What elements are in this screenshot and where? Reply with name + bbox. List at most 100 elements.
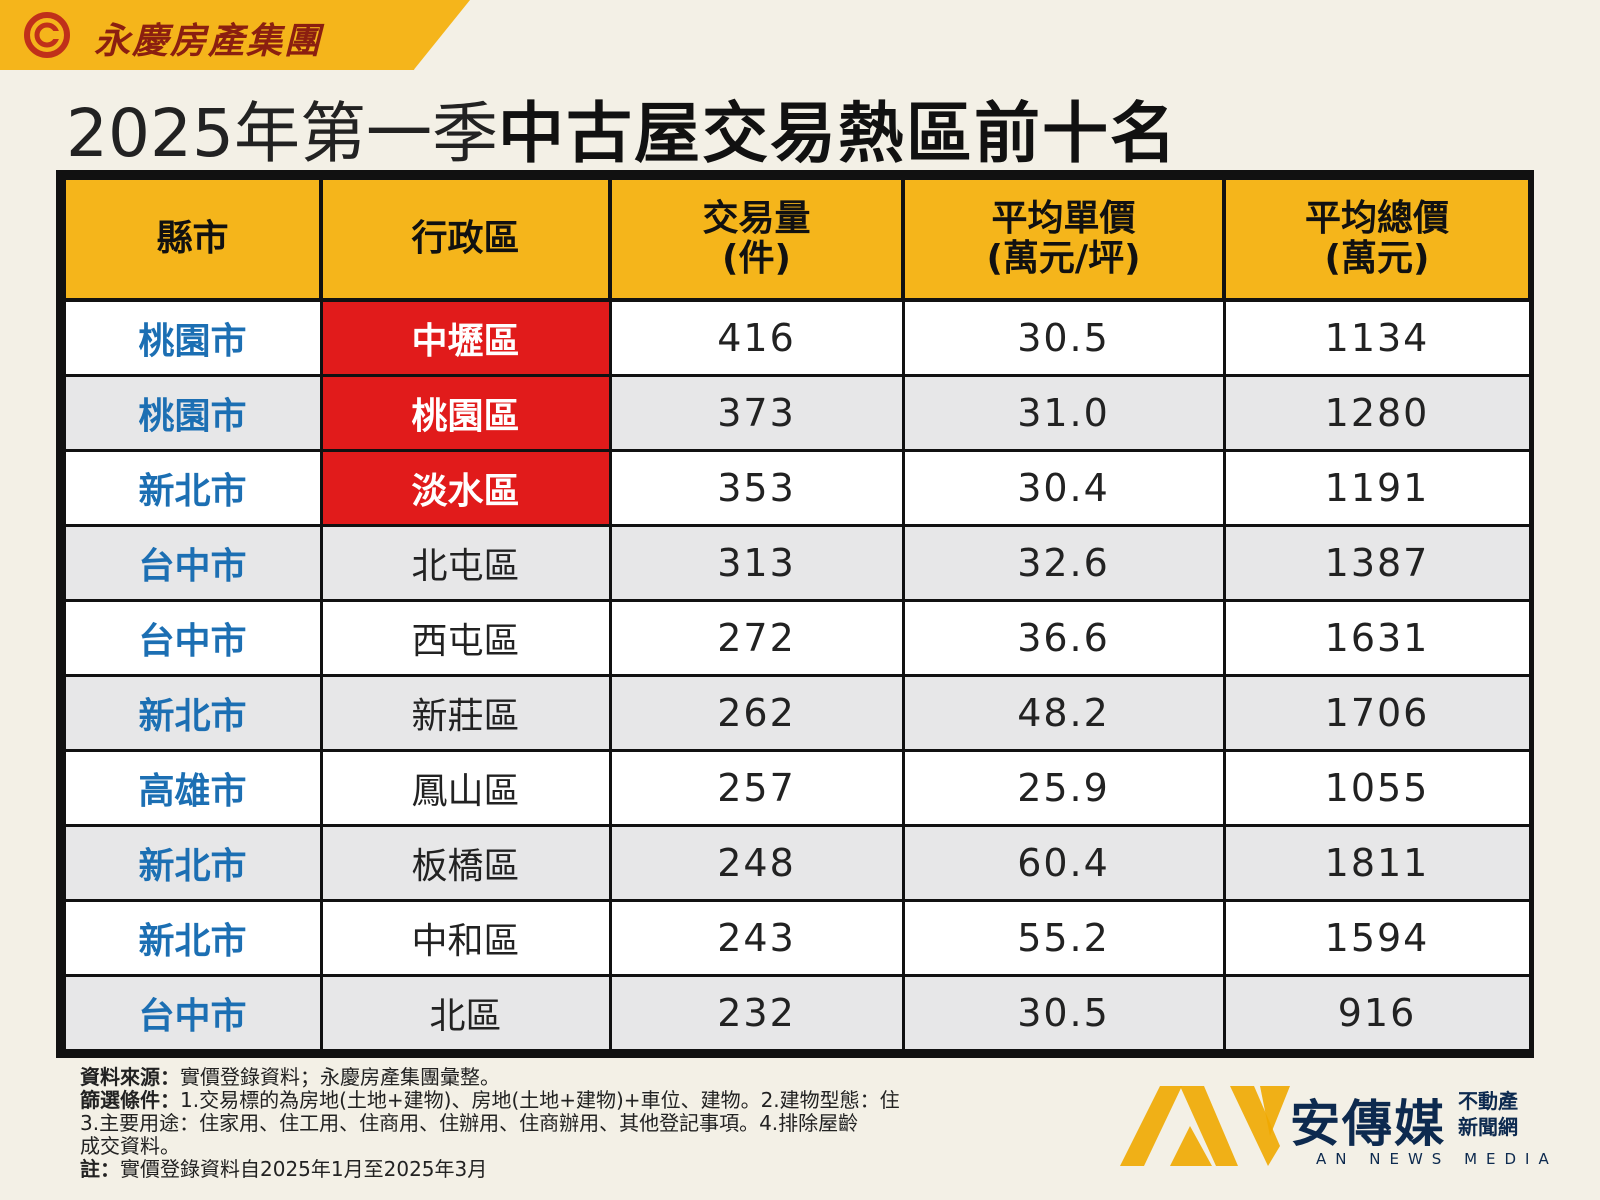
volume-cell: 243 bbox=[608, 899, 905, 977]
total-price-cell: 1811 bbox=[1222, 824, 1532, 902]
city-cell: 桃園市 bbox=[62, 374, 323, 452]
total-price-cell: 1594 bbox=[1222, 899, 1532, 977]
table-row: 新北市 中和區 243 55.2 1594 bbox=[62, 899, 1532, 977]
header-total-price: 平均總價 (萬元) bbox=[1222, 176, 1532, 302]
total-price-cell: 1134 bbox=[1222, 298, 1532, 377]
ranking-table-frame: 縣市 行政區 交易量 (件) 平均單價 (萬元/坪) 平均總價 (萬元) 桃園市… bbox=[56, 170, 1534, 1058]
district-cell: 新莊區 bbox=[319, 674, 612, 752]
source-text: 實價登錄資料；永慶房產集團彙整。 bbox=[180, 1066, 500, 1089]
city-cell: 新北市 bbox=[62, 899, 323, 977]
note-label: 註： bbox=[80, 1158, 120, 1181]
district-cell: 北區 bbox=[319, 974, 612, 1052]
an-news-media-logo-icon bbox=[1120, 1086, 1290, 1166]
district-cell: 中壢區 bbox=[319, 298, 612, 377]
volume-cell: 257 bbox=[608, 749, 905, 827]
city-cell: 新北市 bbox=[62, 824, 323, 902]
city-cell: 台中市 bbox=[62, 524, 323, 602]
district-cell: 板橋區 bbox=[319, 824, 612, 902]
filter-label: 篩選條件： bbox=[80, 1089, 180, 1112]
volume-cell: 232 bbox=[608, 974, 905, 1052]
header-total-price-line2: (萬元) bbox=[1324, 238, 1430, 279]
city-cell: 新北市 bbox=[62, 674, 323, 752]
volume-cell: 262 bbox=[608, 674, 905, 752]
table-header-row: 縣市 行政區 交易量 (件) 平均單價 (萬元/坪) 平均總價 (萬元) bbox=[62, 176, 1532, 302]
header-unit-price: 平均單價 (萬元/坪) bbox=[901, 176, 1226, 302]
unit-price-cell: 36.6 bbox=[901, 599, 1226, 677]
header-unit-price-line2: (萬元/坪) bbox=[986, 238, 1141, 279]
unit-price-cell: 30.5 bbox=[901, 298, 1226, 377]
table-row: 桃園市 桃園區 373 31.0 1280 bbox=[62, 374, 1532, 452]
unit-price-cell: 60.4 bbox=[901, 824, 1226, 902]
unit-price-cell: 55.2 bbox=[901, 899, 1226, 977]
volume-cell: 353 bbox=[608, 449, 905, 527]
total-price-cell: 1055 bbox=[1222, 749, 1532, 827]
brand-banner: 永慶房產集團 bbox=[0, 0, 470, 70]
watermark-side-line1: 不動產 bbox=[1458, 1089, 1518, 1113]
filter-note-line2: 3.主要用途：住家用、住工用、住商用、住辦用、住商辦用、其他登記事項。4.排除屋… bbox=[80, 1112, 859, 1135]
title-prefix: 2025年第一季 bbox=[66, 95, 498, 172]
city-cell: 台中市 bbox=[62, 599, 323, 677]
filter-note-line3: 成交資料。 bbox=[80, 1135, 180, 1158]
table-row: 高雄市 鳳山區 257 25.9 1055 bbox=[62, 749, 1532, 827]
header-volume-line1: 交易量 bbox=[702, 198, 811, 239]
title-main: 中古屋交易熱區前十名 bbox=[497, 95, 1178, 172]
brand-name: 永慶房產集團 bbox=[94, 21, 323, 62]
city-cell: 台中市 bbox=[62, 974, 323, 1052]
header-district: 行政區 bbox=[319, 176, 612, 302]
city-cell: 新北市 bbox=[62, 449, 323, 527]
watermark-main: 安傳媒 bbox=[1290, 1095, 1446, 1153]
note-text: 實價登錄資料自2025年1月至2025年3月 bbox=[120, 1158, 488, 1181]
watermark-english: AN NEWS MEDIA bbox=[1316, 1150, 1558, 1168]
unit-price-cell: 32.6 bbox=[901, 524, 1226, 602]
district-cell: 西屯區 bbox=[319, 599, 612, 677]
unit-price-cell: 48.2 bbox=[901, 674, 1226, 752]
volume-cell: 373 bbox=[608, 374, 905, 452]
table-row: 新北市 新莊區 262 48.2 1706 bbox=[62, 674, 1532, 752]
volume-cell: 248 bbox=[608, 824, 905, 902]
unit-price-cell: 25.9 bbox=[901, 749, 1226, 827]
an-news-watermark: 安傳媒 不動產 新聞網 AN NEWS MEDIA bbox=[1120, 1076, 1570, 1186]
city-cell: 高雄市 bbox=[62, 749, 323, 827]
district-cell: 中和區 bbox=[319, 899, 612, 977]
source-label: 資料來源： bbox=[80, 1066, 180, 1089]
total-price-cell: 1706 bbox=[1222, 674, 1532, 752]
header-total-price-line1: 平均總價 bbox=[1304, 198, 1449, 239]
footnotes: 資料來源：實價登錄資料；永慶房產集團彙整。 篩選條件：1.交易標的為房地(土地+… bbox=[80, 1066, 1200, 1181]
unit-price-cell: 30.5 bbox=[901, 974, 1226, 1052]
filter-text-1: 1.交易標的為房地(土地+建物)、房地(土地+建物)+車位、建物。2.建物型態：… bbox=[180, 1089, 900, 1112]
table-row: 台中市 西屯區 272 36.6 1631 bbox=[62, 599, 1532, 677]
filter-note: 篩選條件：1.交易標的為房地(土地+建物)、房地(土地+建物)+車位、建物。2.… bbox=[80, 1089, 1200, 1112]
unit-price-cell: 31.0 bbox=[901, 374, 1226, 452]
table-row: 新北市 淡水區 353 30.4 1191 bbox=[62, 449, 1532, 527]
table-row: 台中市 北屯區 313 32.6 1387 bbox=[62, 524, 1532, 602]
table-body: 桃園市 中壢區 416 30.5 1134 桃園市 桃園區 373 31.0 1280 新北市 淡水區… bbox=[62, 298, 1532, 1052]
watermark-side: 不動產 新聞網 bbox=[1458, 1088, 1518, 1140]
total-price-cell: 1280 bbox=[1222, 374, 1532, 452]
page-title: 2025年第一季 中古屋交易熱區前十名 bbox=[66, 80, 1546, 172]
volume-cell: 313 bbox=[608, 524, 905, 602]
volume-cell: 416 bbox=[608, 298, 905, 377]
city-cell: 桃園市 bbox=[62, 298, 323, 377]
total-price-cell: 1631 bbox=[1222, 599, 1532, 677]
table-row: 台中市 北區 232 30.5 916 bbox=[62, 974, 1532, 1052]
district-cell: 淡水區 bbox=[319, 449, 612, 527]
watermark-side-line2: 新聞網 bbox=[1458, 1115, 1518, 1139]
header-city: 縣市 bbox=[62, 176, 323, 302]
table-row: 新北市 板橋區 248 60.4 1811 bbox=[62, 824, 1532, 902]
table-row: 桃園市 中壢區 416 30.5 1134 bbox=[62, 298, 1532, 377]
volume-cell: 272 bbox=[608, 599, 905, 677]
date-note: 註：實價登錄資料自2025年1月至2025年3月 bbox=[80, 1158, 1200, 1181]
total-price-cell: 1387 bbox=[1222, 524, 1532, 602]
district-cell: 北屯區 bbox=[319, 524, 612, 602]
header-volume-line2: (件) bbox=[722, 238, 791, 279]
total-price-cell: 1191 bbox=[1222, 449, 1532, 527]
ranking-table: 縣市 行政區 交易量 (件) 平均單價 (萬元/坪) 平均總價 (萬元) 桃園市… bbox=[62, 176, 1532, 1052]
header-volume: 交易量 (件) bbox=[608, 176, 905, 302]
unit-price-cell: 30.4 bbox=[901, 449, 1226, 527]
district-cell: 桃園區 bbox=[319, 374, 612, 452]
source-note: 資料來源：實價登錄資料；永慶房產集團彙整。 bbox=[80, 1066, 1200, 1089]
header-unit-price-line1: 平均單價 bbox=[991, 198, 1136, 239]
total-price-cell: 916 bbox=[1222, 974, 1532, 1052]
district-cell: 鳳山區 bbox=[319, 749, 612, 827]
yungching-swirl-logo-icon bbox=[24, 12, 70, 58]
